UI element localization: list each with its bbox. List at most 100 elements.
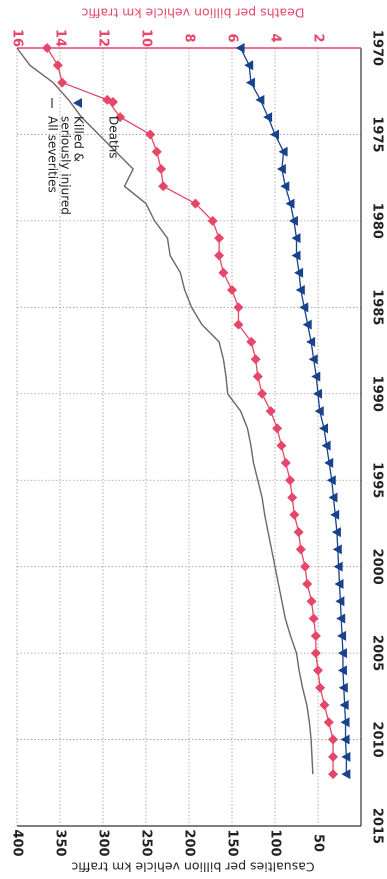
deaths-point — [214, 233, 225, 244]
year-tick-label: 2000 — [370, 549, 385, 585]
deaths-tick-label: 6 — [225, 33, 240, 42]
legend-label: seriously injured — [59, 116, 73, 215]
deaths-tick-label: 16 — [10, 29, 25, 47]
ksi-point — [319, 423, 329, 434]
ksi-point — [278, 146, 288, 157]
deaths-point — [310, 648, 321, 659]
deaths-point — [233, 302, 244, 313]
deaths-point — [328, 751, 339, 762]
ksi-point — [299, 302, 309, 313]
deaths-point — [207, 215, 218, 226]
deaths-tick-label: 10 — [139, 29, 154, 47]
ksi-point — [332, 544, 342, 555]
deaths-point — [280, 457, 291, 468]
ksi-point — [337, 630, 347, 641]
casualty-tick-label: 300 — [96, 829, 111, 856]
tick-labels: 1970 1975 1980 1985 1990 1995 2000 2005 2010 2015… — [10, 29, 385, 857]
legend: All severities Killed &seriously injured D… — [46, 97, 121, 215]
ksi-point — [270, 129, 279, 140]
ksi-point — [311, 371, 321, 382]
deaths-point — [328, 734, 339, 745]
series-layer — [16, 43, 351, 780]
deaths-point — [151, 146, 162, 157]
ksi-point — [244, 60, 254, 71]
ksi-point — [302, 319, 312, 330]
deaths-point — [145, 129, 156, 140]
deaths-point — [295, 544, 306, 555]
ksi-point — [338, 682, 348, 693]
ksi-point — [294, 267, 304, 278]
deaths-point — [214, 250, 225, 261]
casualty-tick-label: 350 — [53, 829, 68, 856]
ksi-point — [245, 77, 255, 88]
deaths-point — [57, 77, 68, 88]
casualty-tick-label: 150 — [225, 829, 240, 856]
deaths-point — [265, 406, 276, 417]
deaths-point — [42, 43, 53, 53]
ksi-point — [295, 285, 305, 296]
year-tick-label: 1990 — [370, 376, 385, 412]
deaths-point — [252, 371, 263, 382]
legend-label: Deaths — [107, 116, 121, 159]
ksi-point — [255, 94, 265, 105]
legend-label: All severities — [46, 116, 60, 193]
legend-label: Killed & — [72, 116, 86, 162]
ksi-point — [341, 751, 351, 762]
ksi-point — [339, 699, 349, 710]
deaths-tick-label: 12 — [96, 29, 111, 47]
deaths-point — [310, 630, 321, 641]
casualty-tick-label: 50 — [311, 834, 326, 852]
deaths-tick-label: 8 — [182, 33, 197, 42]
axis-titles: Casualties per billion vehicle km traffi… — [71, 6, 314, 875]
ksi-point — [340, 734, 350, 745]
year-tick-label: 1995 — [370, 462, 385, 498]
right-axis-title: Deaths per billion vehicle km traffic — [81, 6, 304, 21]
year-tick-label: 2015 — [370, 808, 385, 844]
ksi-point — [336, 613, 346, 624]
deaths-point — [233, 319, 244, 330]
year-tick-label: 1980 — [370, 203, 385, 239]
deaths-point — [308, 613, 319, 624]
deaths-point — [319, 699, 330, 710]
deaths-point — [287, 492, 298, 503]
ksi-point — [285, 198, 295, 209]
deaths-point — [313, 665, 323, 676]
ksi-point — [280, 181, 290, 192]
ksi-point — [340, 717, 350, 728]
deaths-point — [285, 475, 296, 486]
ksi-point — [263, 112, 273, 123]
ksi-point — [291, 233, 301, 244]
deaths-tick-label: 2 — [311, 33, 326, 42]
casualty-tick-label: 100 — [268, 829, 283, 856]
deaths-point — [302, 578, 313, 589]
deaths-point — [272, 423, 283, 434]
deaths-tick-label: 14 — [53, 29, 68, 47]
deaths-point — [257, 388, 268, 399]
deaths-tick-label: 4 — [268, 33, 283, 42]
deaths-point — [293, 527, 304, 538]
ksi-point — [276, 164, 286, 175]
deaths-point — [323, 717, 334, 728]
deaths-point — [158, 181, 169, 192]
ksi-point — [308, 354, 318, 365]
axes — [17, 47, 362, 827]
ksi-point — [235, 43, 245, 53]
deaths-point — [306, 596, 317, 607]
deaths-point — [156, 164, 167, 175]
legend-swatch-ksi — [73, 98, 82, 108]
deaths-point — [52, 60, 63, 71]
ksi-point — [331, 527, 341, 538]
deaths-point — [289, 509, 300, 520]
casualty-tick-label: 400 — [10, 829, 25, 856]
ksi-point — [330, 509, 340, 520]
deaths-point — [115, 112, 126, 123]
ksi-point — [313, 388, 322, 399]
year-tick-label: 1985 — [370, 289, 385, 325]
series-line-all-severities — [16, 47, 314, 775]
series-line-deaths — [46, 47, 334, 775]
ksi-point — [306, 336, 316, 347]
year-tick-label: 1970 — [370, 30, 385, 66]
deaths-point — [227, 285, 237, 296]
deaths-point — [190, 198, 201, 209]
series-line-killed-seriously-injured — [240, 47, 348, 775]
